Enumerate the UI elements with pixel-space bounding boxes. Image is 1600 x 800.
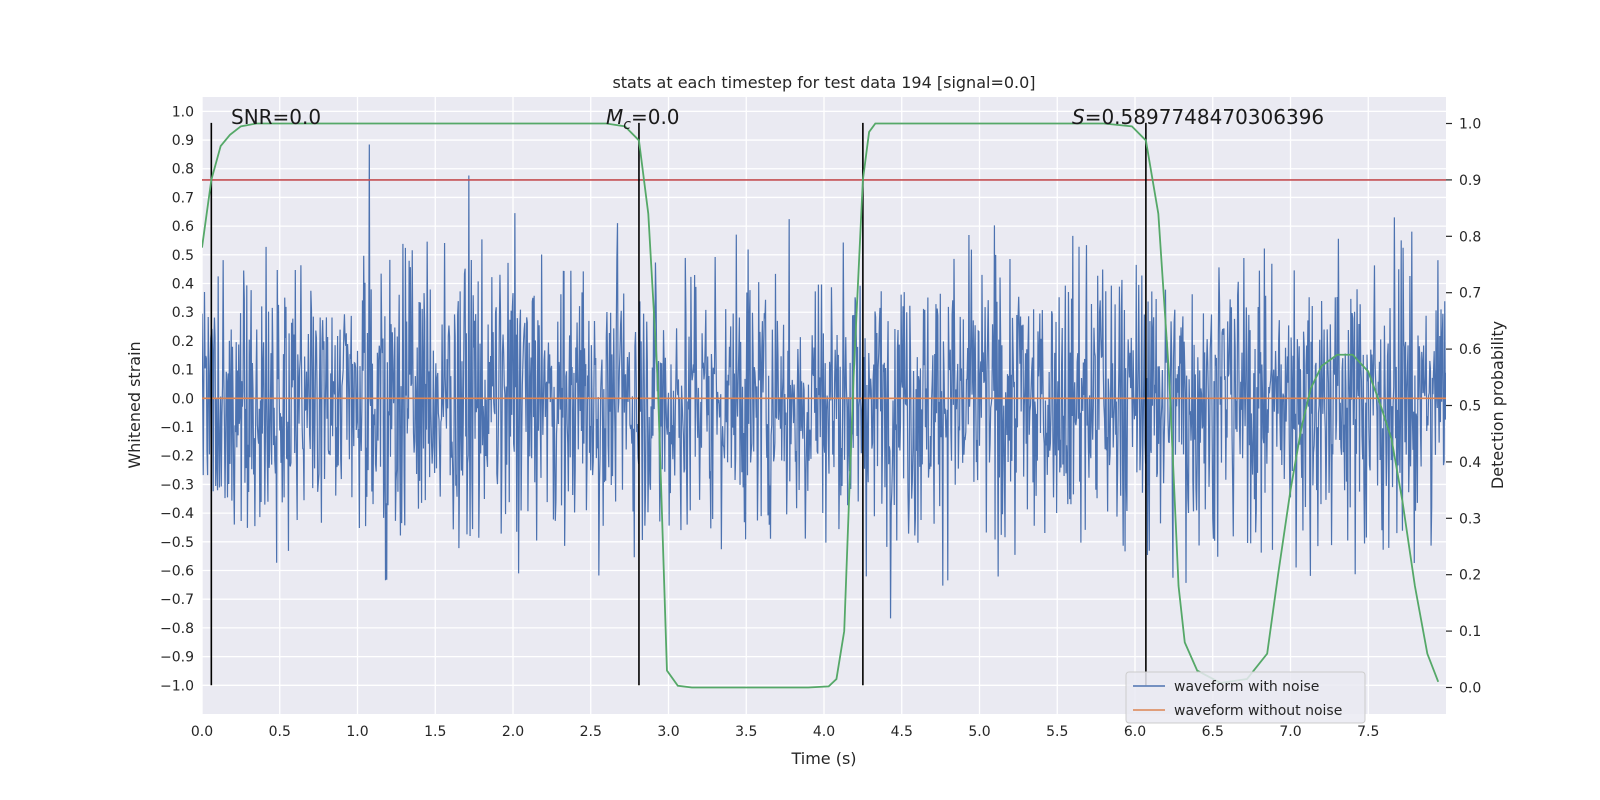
y-tick-label: −0.7	[160, 592, 194, 608]
x-tick-label: 5.5	[1046, 724, 1068, 740]
x-axis-ticks: 0.0 0.5 1.0 1.5 2.0 2.5 3.0 3.5 4.0 4.5 5.0 5.5 6.0 6…	[191, 724, 1380, 740]
y-tick-label: −0.5	[160, 535, 194, 551]
y-tick-label: −0.6	[160, 564, 194, 580]
y2-tick-label: 0.1	[1459, 624, 1481, 640]
x-tick-label: 7.0	[1279, 724, 1301, 740]
x-tick-label: 5.0	[968, 724, 990, 740]
x-tick-label: 0.5	[269, 724, 291, 740]
mc-value: =0.0	[631, 105, 680, 129]
y-tick-label: 0.0	[172, 391, 194, 407]
x-tick-label: 6.0	[1124, 724, 1146, 740]
y-tick-label: 0.3	[172, 305, 194, 321]
y-tick-label: 0.7	[172, 190, 194, 206]
x-tick-label: 1.0	[346, 724, 368, 740]
vertical-markers	[210, 122, 1147, 686]
legend-label-noise: waveform with noise	[1174, 679, 1319, 695]
y-tick-label: 0.8	[172, 162, 194, 178]
y2-tick-label: 0.5	[1459, 399, 1481, 415]
y-tick-label: −0.8	[160, 621, 194, 637]
mc-symbol: M	[606, 105, 623, 129]
x-tick-label: 7.5	[1357, 724, 1379, 740]
y-tick-label: 0.2	[172, 334, 194, 350]
s-symbol: S	[1072, 105, 1085, 129]
y-tick-label: −0.2	[160, 449, 194, 465]
x-tick-label: 1.5	[424, 724, 446, 740]
y2-tick-label: 0.2	[1459, 568, 1481, 584]
y2-tick-label: 0.8	[1459, 229, 1481, 245]
x-tick-label: 3.0	[657, 724, 679, 740]
y-axis-label: Whitened strain	[125, 341, 144, 468]
plot-area	[202, 122, 1446, 689]
mc-annotation: Mc=0.0	[606, 105, 680, 133]
chart-title: stats at each timestep for test data 194…	[612, 73, 1035, 92]
y2-tick-label: 0.0	[1459, 680, 1481, 696]
legend-box	[1125, 671, 1366, 724]
y2-axis-ticks: 1.0 0.9 0.8 0.7 0.6 0.5 0.4 0.3 0.2 0.1 0.0	[1446, 117, 1481, 696]
y-tick-label: −1.0	[160, 678, 194, 694]
legend-label-clean: waveform without noise	[1174, 703, 1342, 719]
y2-tick-label: 0.9	[1459, 173, 1481, 189]
s-annotation: S=0.5897748470306396	[1072, 105, 1324, 129]
mc-subscript: c	[623, 117, 631, 133]
y2-tick-label: 0.6	[1459, 342, 1481, 358]
legend: waveform with noise waveform without noi…	[1125, 671, 1366, 724]
snr-annotation: SNR=0.0	[231, 105, 321, 129]
y-tick-label: 0.1	[172, 363, 194, 379]
y-tick-label: −0.3	[160, 477, 194, 493]
y-tick-label: 0.9	[172, 133, 194, 149]
y-tick-label: 1.0	[172, 104, 194, 120]
y-tick-label: −0.9	[160, 650, 194, 666]
y-tick-label: 0.5	[172, 248, 194, 264]
x-tick-label: 3.5	[735, 724, 757, 740]
x-tick-label: 2.5	[580, 724, 602, 740]
y-axis-ticks: 1.0 0.9 0.8 0.7 0.6 0.5 0.4 0.3 0.2 0.1 0.0 −0.1 −0.…	[160, 104, 194, 694]
series-detection-probability	[202, 122, 1440, 689]
y2-tick-label: 1.0	[1459, 117, 1481, 133]
series-waveform-with-noise	[202, 144, 1446, 619]
x-tick-label: 4.5	[891, 724, 913, 740]
x-tick-label: 4.0	[813, 724, 835, 740]
y-tick-label: 0.6	[172, 219, 194, 235]
x-axis-label: Time (s)	[790, 749, 856, 768]
y2-tick-label: 0.7	[1459, 286, 1481, 302]
y2-axis-label: Detection probability	[1488, 321, 1507, 489]
s-value: =0.5897748470306396	[1085, 105, 1324, 129]
y-tick-label: 0.4	[172, 277, 194, 293]
y-tick-label: −0.4	[160, 506, 194, 522]
x-tick-label: 0.0	[191, 724, 213, 740]
x-tick-label: 6.5	[1202, 724, 1224, 740]
y2-tick-label: 0.4	[1459, 455, 1481, 471]
y2-tick-label: 0.3	[1459, 511, 1481, 527]
x-tick-label: 2.0	[502, 724, 524, 740]
y-tick-label: −0.1	[160, 420, 194, 436]
